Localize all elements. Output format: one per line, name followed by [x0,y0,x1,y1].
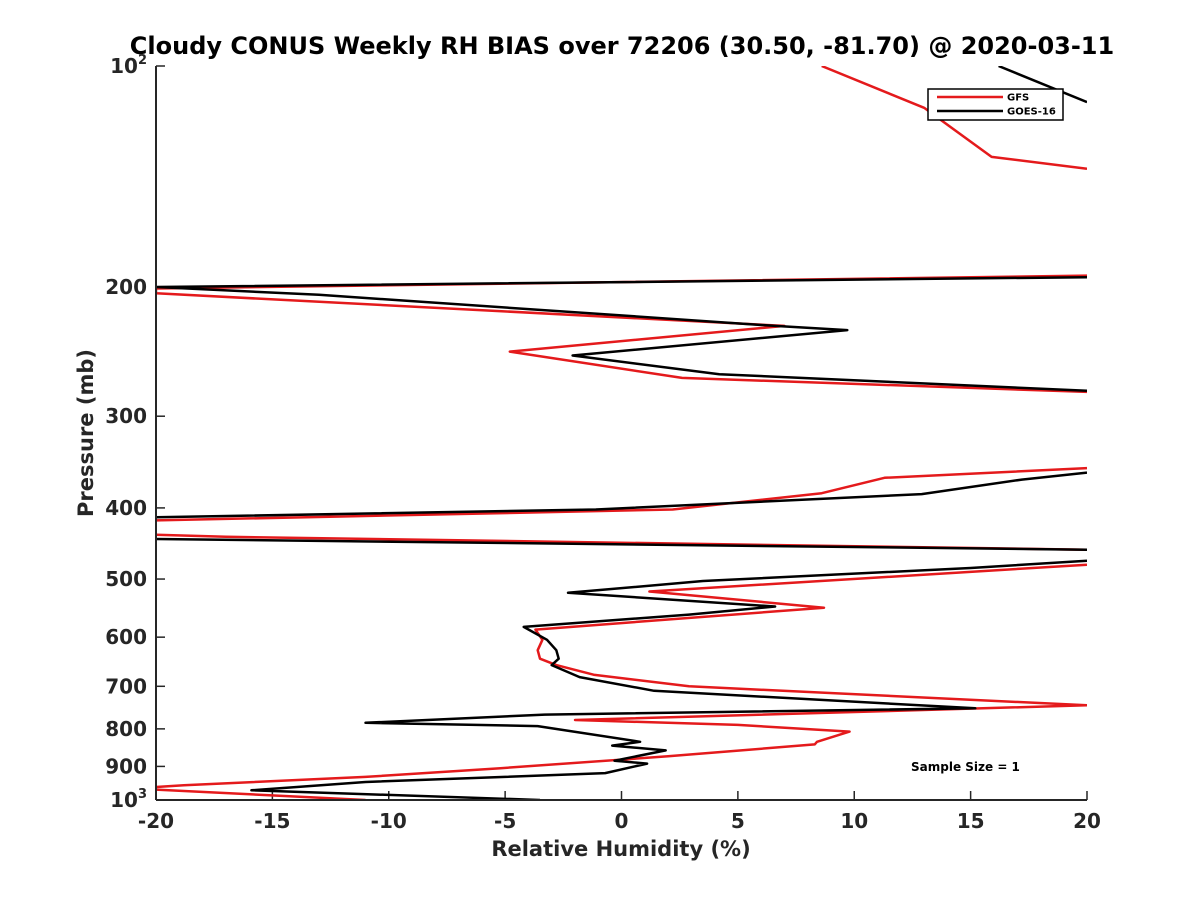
x-tick-label: 10 [840,809,868,833]
legend-box [927,88,1064,121]
series-line-goes16-4 [250,559,1087,800]
sample-size-annotation: Sample Size = 1 [911,760,1020,774]
x-tick-label: 0 [615,809,629,833]
y-tick-label: 500 [105,567,147,591]
plot-area [156,66,1087,800]
y-tick-label: 700 [105,674,147,698]
legend-label-goes16: GOES-16 [1007,107,1056,118]
y-axis-label: Pressure (mb) [74,349,98,517]
series-line-gfs-5 [156,788,366,800]
legend-label-gfs: GFS [1007,93,1029,104]
y-tick-label: 102 [110,53,147,78]
x-tick-labels: -20 -15 -10 -5 0 5 10 15 20 [138,809,1101,833]
y-tick-label: 200 [105,275,147,299]
x-axis-label: Relative Humidity (%) [491,837,750,861]
x-tick-label: -20 [138,809,174,833]
series-line-gfs-0 [821,66,1087,170]
x-tick-label: 20 [1073,809,1101,833]
x-tick-label: -15 [254,809,290,833]
series-line-goes16-0 [998,66,1087,104]
y-tick-label: 300 [105,404,147,428]
x-tick-label: -5 [494,809,516,833]
series-line-goes16-1 [156,275,1087,393]
chart-title: Cloudy CONUS Weekly RH BIAS over 72206 (… [130,32,1114,60]
series-line-goes16-2 [156,471,1087,519]
series-line-gfs-4 [156,563,1087,789]
y-tick-labels: 102 200 300 400 500 600 700 800 900 103 [105,53,147,812]
y-tick-label: 103 [110,787,147,812]
legend: GFS GOES-16 [927,88,1064,121]
x-tick-label: -10 [371,809,407,833]
y-tick-label: 900 [105,754,147,778]
x-tick-label: 5 [731,809,745,833]
series-line-gfs-2 [156,466,1087,522]
y-tick-label: 600 [105,625,147,649]
x-tick-label: 15 [957,809,985,833]
y-tick-label: 800 [105,717,147,741]
series-line-goes16-3 [156,537,1087,551]
y-tick-label: 400 [105,496,147,520]
series-lines [156,66,1087,800]
